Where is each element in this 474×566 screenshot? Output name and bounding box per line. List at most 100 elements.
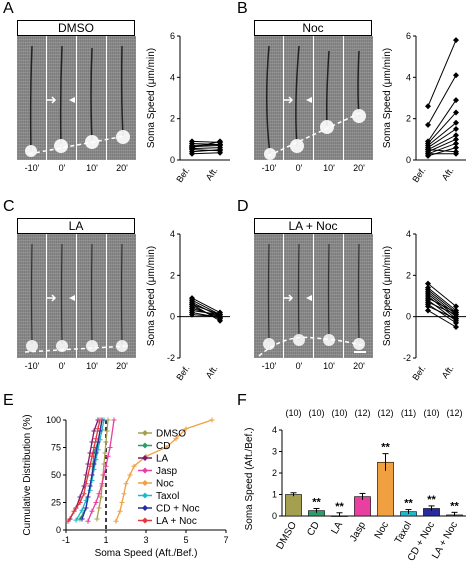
legend-label: Taxol: [156, 491, 179, 502]
data-point: [91, 467, 97, 472]
data-point: [453, 140, 459, 147]
y-tick-label: 0: [272, 511, 277, 521]
series-line: [191, 149, 221, 152]
data-point: [189, 138, 195, 145]
data-point: [105, 453, 111, 459]
data-point: [77, 500, 83, 505]
series-line: [427, 134, 457, 151]
x-tick-label: CD: [305, 520, 322, 538]
series-line: [427, 283, 457, 307]
arrow-icon: [47, 96, 57, 104]
timepoint-label: -10': [261, 163, 277, 173]
series-line: [427, 310, 457, 328]
data-point: [111, 417, 117, 423]
y-axis-label: Cumulative Distribution (%): [22, 414, 33, 535]
data-point: [425, 121, 431, 128]
data-point: [117, 508, 123, 514]
data-point: [89, 453, 95, 459]
series-line: [427, 295, 457, 320]
condition-label-b: Noc: [254, 20, 372, 36]
x-tick-label: 1: [103, 535, 108, 545]
paired-chart-a: 0 2 4 6 Bef. Aft. Soma Speed (μm/min): [146, 31, 230, 184]
timepoint-label: 20': [353, 361, 365, 371]
y-axis-label: Soma Speed (μm/min): [146, 246, 157, 346]
y-tick-label: 3: [272, 447, 277, 457]
legend-marker: [142, 455, 148, 461]
data-point: [91, 461, 97, 467]
data-point: [93, 500, 99, 505]
micrograph-overlay: [258, 243, 366, 357]
series-line: [427, 303, 457, 324]
series-line: [191, 142, 221, 145]
y-tick-label: 4: [406, 229, 411, 239]
data-point: [91, 428, 97, 434]
bar: [285, 494, 302, 517]
x-tick-label: 3: [143, 535, 148, 545]
data-point: [94, 516, 100, 522]
data-point: [96, 491, 102, 497]
arrowhead-icon: [69, 295, 75, 301]
micrograph-group-d: LA + Noc -10' 0' 10' 20': [254, 198, 374, 388]
series-line: [191, 299, 221, 316]
data-point: [95, 439, 101, 445]
y-tick-label: -2: [403, 353, 411, 363]
legend-marker: [142, 467, 148, 474]
data-point: [453, 132, 459, 139]
data-point: [425, 103, 431, 110]
n-label: (12): [377, 408, 393, 418]
data-point: [81, 491, 87, 497]
legend-label: CD + Noc: [156, 504, 200, 515]
significance-label: **: [381, 442, 390, 454]
legend-label: LA: [156, 454, 169, 465]
data-point: [87, 463, 93, 469]
data-point: [119, 500, 125, 505]
data-point: [89, 508, 95, 514]
x-tick-label: Aft.: [204, 363, 220, 380]
data-point: [104, 428, 110, 434]
series-line: [427, 75, 457, 126]
data-point: [103, 439, 109, 445]
x-tick-label: Bef.: [174, 165, 191, 184]
y-tick-label: 100: [46, 415, 61, 425]
y-tick-label: 25: [51, 498, 61, 508]
data-point: [183, 426, 189, 432]
y-tick-label: 2: [272, 468, 277, 478]
data-point: [453, 37, 459, 44]
significance-label: **: [312, 496, 321, 508]
series-line: [81, 419, 103, 520]
data-point: [189, 144, 195, 151]
arrow-icon: [47, 294, 57, 302]
significance-label: **: [404, 498, 413, 510]
data-point: [85, 494, 91, 500]
data-point: [453, 126, 459, 132]
series-line: [87, 419, 115, 522]
panel-letter-b: B: [237, 0, 248, 17]
data-point: [217, 147, 223, 154]
data-point: [453, 311, 459, 318]
data-point: [79, 507, 85, 513]
data-point: [79, 516, 85, 522]
significance-label: **: [450, 500, 459, 512]
legend-label: Jasp: [156, 466, 178, 477]
timepoint-label: 20': [116, 163, 128, 173]
series-line: [427, 289, 457, 313]
timepoint-label: 10': [86, 163, 98, 173]
data-point: [91, 445, 97, 450]
y-tick-label: 0: [56, 525, 61, 535]
n-label: (10): [423, 408, 439, 418]
data-point: [87, 483, 93, 489]
series-line: [191, 140, 221, 149]
data-point: [217, 313, 223, 320]
data-point: [89, 439, 95, 445]
series-line: [427, 149, 457, 153]
arrow-icon: [284, 96, 294, 104]
arrowhead-icon: [306, 295, 312, 301]
data-point: [102, 450, 108, 456]
y-tick-label: 2: [170, 270, 175, 280]
data-point: [453, 144, 459, 151]
arrowhead-icon: [306, 97, 312, 103]
timepoint-label: -10': [261, 361, 277, 371]
data-point: [217, 138, 223, 145]
data-point: [453, 324, 459, 330]
y-tick-label: 50: [51, 470, 61, 480]
